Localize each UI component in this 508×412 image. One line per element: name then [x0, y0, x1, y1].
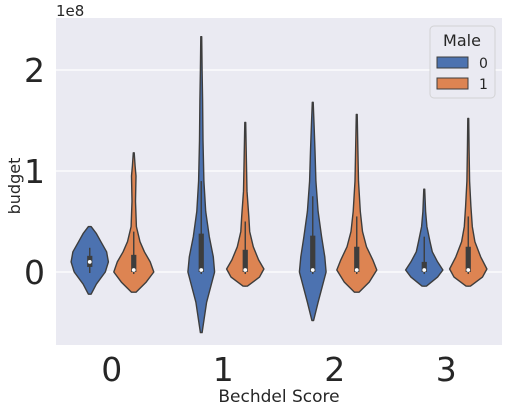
- violin-body-male-1-score-1: [225, 121, 265, 287]
- violin-median: [243, 268, 248, 272]
- violin-median: [422, 268, 427, 272]
- violin-median: [199, 268, 204, 272]
- violin-body-male-1-score-0: [113, 152, 155, 293]
- violin-body-male-1-score-3: [448, 117, 488, 287]
- legend-swatch-0: [436, 56, 469, 69]
- violin-median: [131, 268, 136, 272]
- violin-box: [198, 233, 204, 272]
- x-tick-label: 0: [101, 350, 122, 389]
- x-tick-label: 3: [436, 350, 457, 389]
- x-tick-label: 2: [324, 350, 345, 389]
- legend-title: Male: [443, 31, 481, 50]
- x-axis-label: Bechdel Score: [218, 387, 339, 407]
- y-tick-label: 0: [24, 253, 45, 292]
- violins: [70, 36, 488, 334]
- violin-median: [466, 268, 471, 272]
- violin-median: [310, 268, 315, 272]
- violin-median: [354, 268, 359, 272]
- y-offset-label: 1e8: [56, 2, 84, 20]
- violin-box: [421, 261, 427, 272]
- violin-box: [310, 235, 316, 272]
- violin-body-male-1-score-2: [336, 113, 378, 293]
- violin-box: [465, 246, 471, 272]
- x-tick-labels: 0 1 2 3: [101, 350, 457, 389]
- y-tick-labels: 0 1 2: [24, 51, 45, 292]
- legend-label-0: 0: [479, 56, 488, 72]
- violin-box: [242, 249, 248, 272]
- violin-box: [131, 254, 137, 272]
- y-axis-label: budget: [5, 158, 24, 215]
- legend: Male 0 1: [429, 25, 496, 99]
- x-tick-label: 1: [213, 350, 234, 389]
- violin-median: [87, 260, 92, 264]
- y-tick-label: 1: [24, 152, 45, 191]
- legend-label-1: 1: [479, 77, 488, 93]
- legend-swatch-1: [436, 77, 469, 90]
- y-tick-label: 2: [24, 51, 45, 90]
- violin-box: [354, 246, 360, 272]
